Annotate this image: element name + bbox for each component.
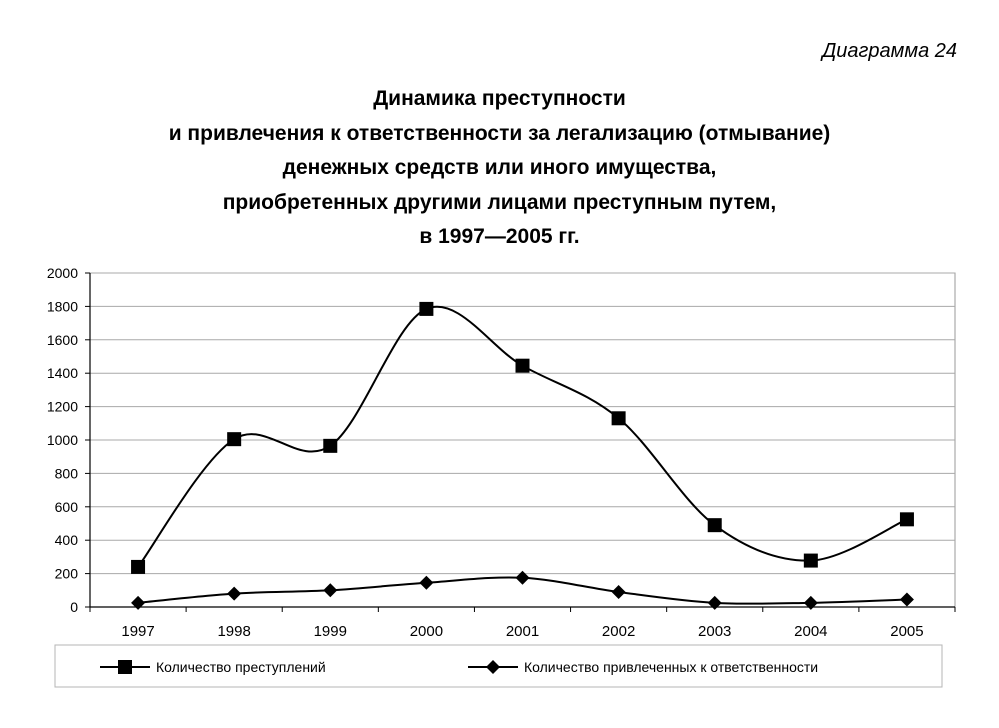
square-marker	[515, 358, 530, 373]
series-1	[131, 301, 914, 574]
series-line	[137, 305, 908, 568]
chart-title-line: Динамика преступности	[373, 87, 626, 110]
y-tick-label: 0	[70, 599, 78, 615]
diamond-marker	[419, 575, 434, 590]
y-tick-label: 600	[55, 499, 79, 515]
y-tick-label: 1200	[47, 399, 78, 415]
square-marker	[707, 518, 722, 533]
y-tick-label: 1800	[47, 298, 78, 314]
y-tick-label: 1400	[47, 365, 78, 381]
y-tick-label: 800	[55, 465, 79, 481]
legend-diamond-marker	[486, 660, 500, 674]
legend-square-marker	[118, 660, 132, 674]
diamond-marker	[899, 592, 914, 607]
square-marker	[611, 411, 626, 426]
diamond-marker	[707, 595, 722, 610]
x-tick-label: 1999	[314, 623, 347, 640]
x-tick-label: 1998	[217, 623, 250, 640]
square-marker	[899, 512, 914, 527]
diamond-marker	[227, 586, 242, 601]
legend-label: Количество привлеченных к ответственност…	[524, 659, 818, 675]
diamond-marker	[131, 595, 146, 610]
legend-label: Количество преступлений	[156, 659, 326, 675]
x-tick-label: 1997	[121, 623, 154, 640]
chart-title-line: приобретенных другими лицами преступным …	[222, 190, 777, 214]
chart-title-line: денежных средств или иного имущества,	[282, 156, 717, 179]
diamond-marker	[515, 570, 530, 585]
square-marker	[227, 432, 242, 447]
y-tick-label: 2000	[47, 265, 78, 281]
y-tick-label: 400	[55, 532, 79, 548]
chart-title-line: в 1997—2005 гг.	[419, 225, 580, 248]
y-tick-label: 1000	[47, 432, 78, 448]
legend: Количество преступлений Количество привле…	[54, 644, 943, 688]
y-tick-label: 1600	[47, 332, 78, 348]
square-marker	[803, 553, 818, 568]
square-marker	[131, 559, 146, 574]
square-marker	[323, 438, 338, 453]
chart-title-line: и привлечения к ответственности за легал…	[168, 121, 831, 145]
diamond-marker	[323, 583, 338, 598]
gridlines	[89, 272, 956, 608]
x-tick-label: 2001	[506, 623, 539, 640]
square-marker	[419, 301, 434, 316]
diamond-marker	[803, 595, 818, 610]
chart-title: Динамика преступности и привлечения к от…	[0, 82, 999, 255]
y-tick-label: 200	[55, 566, 79, 582]
axes: 0 200 400 600 800 1000 1200 1400 1600 1800 2000 199…	[47, 265, 956, 640]
x-tick-label: 2005	[890, 623, 923, 640]
series-2	[131, 570, 914, 610]
x-tick-label: 2000	[410, 623, 443, 640]
x-tick-label: 2003	[698, 623, 731, 640]
x-tick-label: 2002	[602, 623, 635, 640]
series-group	[131, 301, 914, 610]
diamond-marker	[611, 584, 626, 599]
x-tick-label: 2004	[794, 623, 827, 640]
diagram-label: Диаграмма 24	[822, 40, 957, 62]
